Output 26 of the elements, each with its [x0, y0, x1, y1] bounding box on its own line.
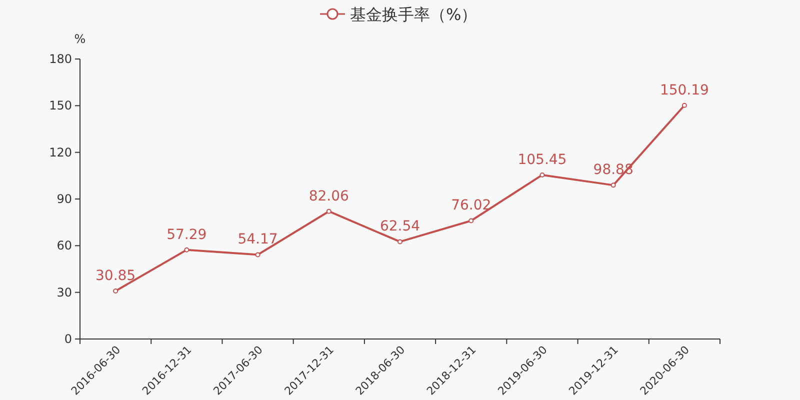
y-tick-label: 120: [49, 145, 72, 160]
point: [113, 288, 118, 294]
point: [184, 247, 190, 252]
y-tick-label: 60: [56, 238, 72, 253]
y-tick-label: 150: [49, 98, 72, 113]
point: [540, 172, 545, 178]
data-label: 76.02: [451, 198, 492, 214]
point: [398, 239, 402, 244]
y-axis-title: %: [74, 32, 86, 46]
y-tick-label: 180: [49, 52, 72, 66]
data-label: 62.54: [380, 218, 420, 235]
point: [468, 218, 474, 224]
data-label: 82.06: [308, 188, 350, 204]
data-label: 57.29: [166, 226, 207, 243]
legend-label: 基金换手率（%）: [350, 5, 478, 24]
point: [255, 252, 260, 258]
y-tick-label: 0: [64, 332, 72, 346]
y-tick-label: 30: [56, 285, 72, 300]
y-tick-label: 90: [56, 192, 72, 206]
data-label: 54.17: [238, 232, 278, 248]
data-label: 30.85: [96, 268, 136, 284]
data-label: 105.45: [518, 152, 567, 168]
data-label: 150.19: [660, 82, 709, 98]
point: [610, 182, 616, 188]
point: [326, 208, 332, 214]
point: [682, 102, 687, 108]
